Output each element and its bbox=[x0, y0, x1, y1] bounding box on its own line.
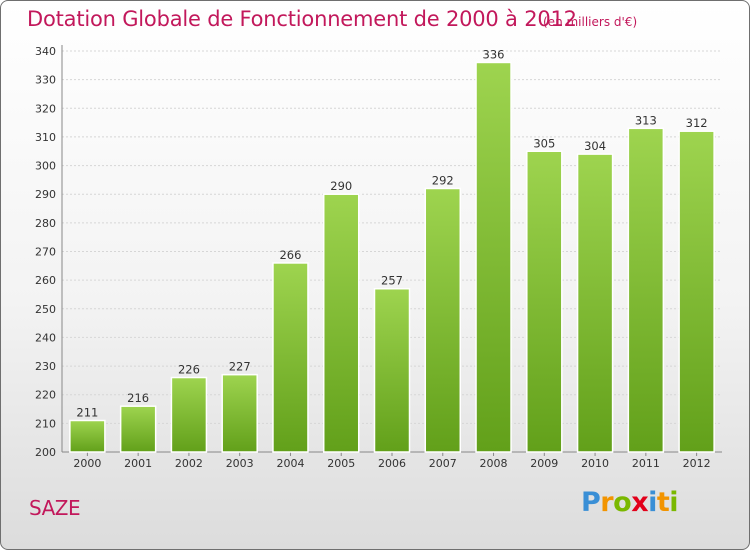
logo-letter: i bbox=[648, 487, 657, 518]
bar-2010 bbox=[576, 153, 614, 453]
x-tick-labels: 2000 2001 2002 2003 2004 2005 2006 2007 2008 2009… bbox=[73, 457, 710, 470]
data-label: 305 bbox=[533, 136, 555, 150]
y-tick-label: 210 bbox=[35, 417, 56, 430]
proxiti-logo[interactable]: Proxiti bbox=[581, 487, 679, 518]
logo-letter: o bbox=[613, 487, 632, 518]
logo-letter: x bbox=[631, 487, 649, 518]
bar-2006 bbox=[373, 287, 411, 453]
data-label: 304 bbox=[584, 139, 606, 153]
x-tick-label: 2007 bbox=[429, 457, 457, 470]
logo-letter: t bbox=[656, 487, 670, 518]
data-label: 292 bbox=[432, 173, 454, 187]
data-label: 336 bbox=[483, 47, 505, 61]
x-tick-label: 2003 bbox=[226, 457, 254, 470]
y-tick-label: 340 bbox=[35, 45, 56, 58]
x-tick-label: 2005 bbox=[327, 457, 355, 470]
logo-letter: r bbox=[600, 487, 614, 518]
y-tick-label: 250 bbox=[35, 303, 56, 316]
bar-2008 bbox=[475, 61, 512, 453]
y-tick-label: 230 bbox=[35, 360, 56, 373]
bar-2004 bbox=[272, 262, 309, 453]
x-tick-label: 2009 bbox=[530, 457, 558, 470]
data-label: 227 bbox=[229, 360, 251, 374]
bar-2003 bbox=[221, 373, 258, 453]
y-tick-label: 300 bbox=[35, 160, 56, 173]
y-tick-label: 220 bbox=[35, 389, 56, 402]
data-label: 216 bbox=[127, 391, 149, 405]
x-tick-label: 2001 bbox=[124, 457, 152, 470]
y-tick-label: 290 bbox=[35, 188, 56, 201]
logo-letter: P bbox=[581, 487, 601, 518]
chart-title: Dotation Globale de Fonctionnement de 20… bbox=[27, 7, 577, 31]
x-tick-label: 2010 bbox=[581, 457, 609, 470]
bar-2005 bbox=[322, 193, 360, 453]
data-label: 266 bbox=[279, 248, 301, 262]
bar-2000 bbox=[69, 419, 106, 453]
commune-name: SAZE bbox=[29, 496, 81, 520]
y-tick-label: 330 bbox=[35, 74, 56, 87]
logo-letter: i bbox=[669, 487, 679, 518]
bar-2009 bbox=[526, 150, 563, 453]
data-label: 257 bbox=[381, 274, 403, 288]
y-tick-label: 280 bbox=[35, 217, 56, 230]
bar-2007 bbox=[424, 187, 462, 453]
y-tick-label: 310 bbox=[35, 131, 56, 144]
y-tick-label: 240 bbox=[35, 331, 56, 344]
data-label: 290 bbox=[330, 179, 352, 193]
x-tick-label: 2000 bbox=[73, 457, 101, 470]
x-tick-label: 2008 bbox=[480, 457, 508, 470]
data-label: 226 bbox=[178, 363, 200, 377]
x-tick-label: 2002 bbox=[175, 457, 203, 470]
bar-2012 bbox=[678, 130, 715, 453]
data-label: 211 bbox=[76, 405, 98, 419]
x-tick-label: 2004 bbox=[276, 457, 304, 470]
bar-2011 bbox=[627, 127, 665, 453]
y-tick-label: 320 bbox=[35, 102, 56, 115]
y-tick-label: 200 bbox=[35, 446, 56, 459]
bars bbox=[69, 61, 715, 453]
bar-2001 bbox=[119, 405, 157, 453]
bar-2002 bbox=[170, 376, 208, 453]
y-tick-labels: 200 210 220 230 240 250 260 270 280 290 300 310 320 3… bbox=[35, 45, 56, 459]
x-tick-label: 2011 bbox=[632, 457, 660, 470]
chart-subtitle: (en milliers d'€) bbox=[543, 15, 638, 29]
y-tick-label: 260 bbox=[35, 274, 56, 287]
data-label: 312 bbox=[686, 116, 708, 130]
data-label: 313 bbox=[635, 113, 657, 127]
x-tick-label: 2012 bbox=[683, 457, 711, 470]
data-labels: 211 216 226 227 266 290 257 292 336 305 304 313 312 bbox=[76, 47, 707, 419]
y-tick-label: 270 bbox=[35, 246, 56, 259]
x-tick-label: 2006 bbox=[378, 457, 406, 470]
